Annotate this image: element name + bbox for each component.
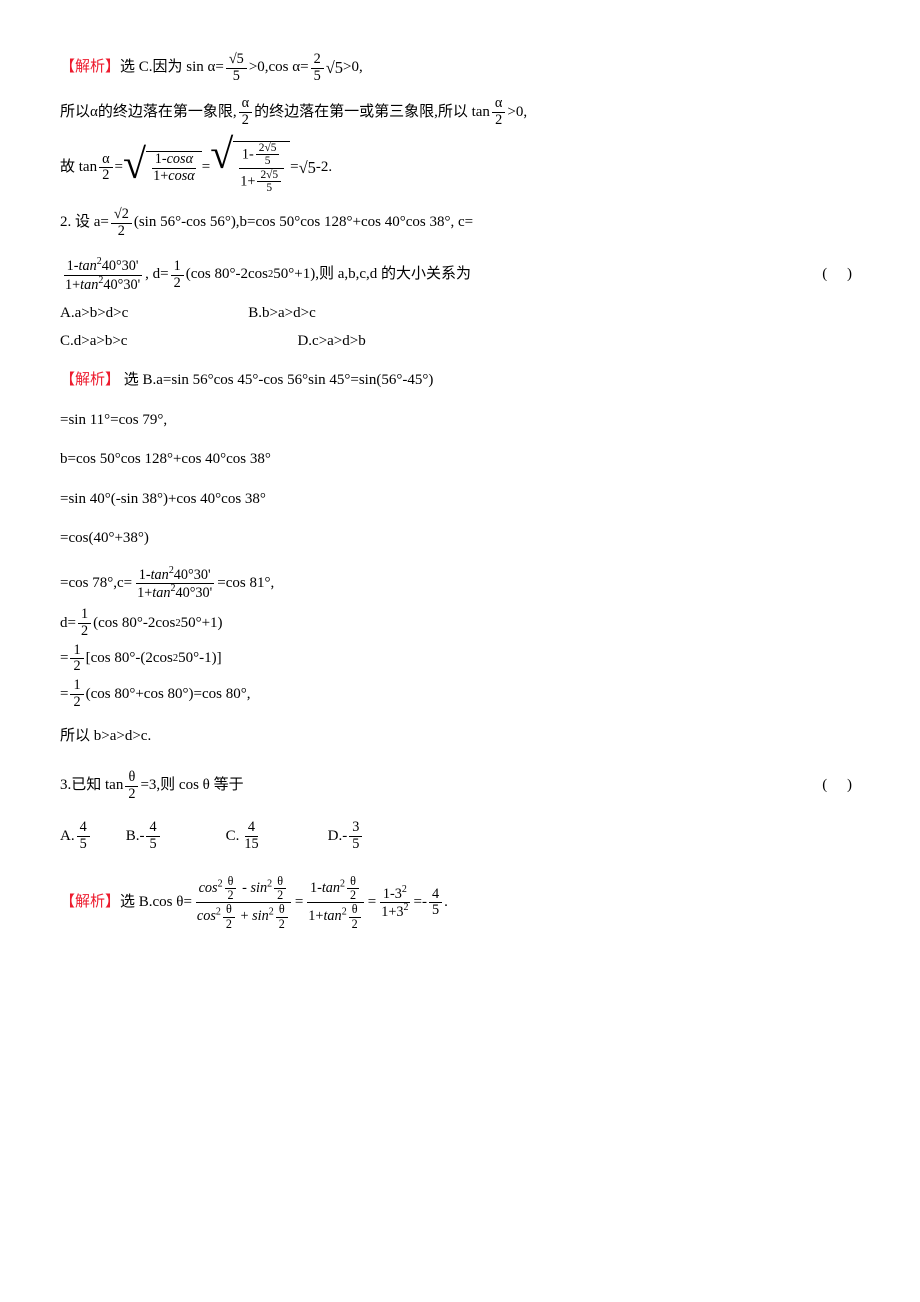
analysis-label: 【解析】 [60, 890, 120, 916]
opt-c: C.d>a>b>c [60, 329, 127, 355]
t: (cos 80°-2cos [186, 262, 268, 288]
sqrt: √ 1-cosα 1+cosα [123, 151, 202, 184]
t: √5 [299, 154, 316, 182]
t: 的终边落在第一或第三象限,所以 tan [254, 100, 490, 126]
t: , d= [145, 262, 168, 288]
den: 2 [115, 224, 128, 240]
den: 2 [492, 113, 505, 129]
frac: α 2 [239, 96, 252, 128]
t: =- [413, 890, 426, 916]
q2-sol6: =cos 78°,c= 1-tan240°30' 1+tan240°30' =c… [60, 566, 860, 602]
radical-icon: √ [123, 151, 146, 180]
radicand: 1-cosα 1+cosα [146, 151, 202, 184]
t: = [295, 890, 303, 916]
q2-sol8: = 12 [cos 80°-(2cos2 50°-1)] [60, 643, 860, 675]
t: =cos 81°, [217, 571, 274, 597]
t: 选 C.因为 sin α= [120, 55, 224, 81]
paren: ( ) [822, 262, 860, 288]
t: √5 [326, 54, 343, 82]
q1-analysis-line2: 所以α的终边落在第一象限, α 2 的终边落在第一或第三象限,所以 tan α … [60, 96, 860, 128]
opt-a: A.a>b>d>c [60, 301, 128, 327]
t: = [368, 890, 376, 916]
q1-analysis-line1: 【解析】 选 C.因为 sin α= √5 5 >0,cos α= 2 5 √5… [60, 52, 860, 84]
t: =3,则 cos θ 等于 [140, 773, 243, 799]
radical-icon: √ [210, 141, 233, 170]
radicand: 1-2√55 1+2√55 [233, 141, 290, 195]
frac: 1-32 1+32 [378, 885, 411, 921]
t: (sin 56°-cos 56°),b=cos 50°cos 128°+cos … [134, 210, 473, 236]
analysis-label: 【解析】 [60, 372, 120, 388]
q2-sol9: = 12 (cos 80°+cos 80°)=cos 80°, [60, 678, 860, 710]
t: [cos 80°-(2cos [86, 646, 173, 672]
num: 2 [311, 52, 324, 69]
frac: √2 2 [111, 207, 132, 239]
t: d= [60, 611, 76, 637]
q2-sol7: d= 12 (cos 80°-2cos2 50°+1) [60, 607, 860, 639]
opt-b: B.b>a>d>c [248, 301, 315, 327]
frac: cos2θ2 - sin2θ2 cos2θ2 + sin2θ2 [194, 875, 293, 931]
q2-sol10: 所以 b>a>d>c. [60, 724, 860, 750]
t: -2. [316, 155, 332, 181]
t: 50°+1) [181, 611, 223, 637]
t: 50°-1)] [178, 646, 221, 672]
num: α [99, 152, 112, 169]
den: 2 [239, 113, 252, 129]
frac: 1-tan2θ2 1+tan2θ2 [305, 875, 365, 931]
t: 50°+1),则 a,b,c,d 的大小关系为 [273, 262, 471, 288]
t: 所以α的终边落在第一象限, [60, 100, 237, 126]
t: =cos 78°,c= [60, 571, 132, 597]
num: √2 [111, 207, 132, 224]
frac: 4 5 [429, 887, 442, 919]
q2-sol3: b=cos 50°cos 128°+cos 40°cos 38° [60, 447, 860, 473]
num: √5 [226, 52, 247, 69]
t: >0, [507, 100, 527, 126]
t: 3.已知 tan [60, 773, 123, 799]
q2-line2: 1-tan240°30' 1+tan240°30' , d= 1 2 (cos … [60, 251, 860, 299]
q3-opts: A.45 B.-45 C.415 D.-35 [60, 814, 860, 858]
den: 5 [230, 69, 243, 85]
q1-analysis-line3: 故 tan α 2 = √ 1-cosα 1+cosα = √ 1-2√55 1… [60, 141, 860, 195]
t: 2. 设 a= [60, 210, 109, 236]
frac: α 2 [99, 152, 112, 184]
den: 2 [99, 168, 112, 184]
t: (cos 80°-2cos [93, 611, 175, 637]
q2-opts-row2: C.d>a>b>c D.c>a>d>b [60, 329, 860, 355]
frac: 1 2 [171, 259, 184, 291]
frac: α 2 [492, 96, 505, 128]
t: (cos 80°+cos 80°)=cos 80°, [86, 682, 251, 708]
t: >0,cos α= [249, 55, 309, 81]
num: α [239, 96, 252, 113]
frac: 1-tan240°30' 1+tan240°30' [62, 257, 143, 293]
frac: 1-tan240°30' 1+tan240°30' [134, 566, 215, 602]
frac: √5 5 [226, 52, 247, 84]
q2-line1: 2. 设 a= √2 2 (sin 56°-cos 56°),b=cos 50°… [60, 207, 860, 239]
q2-sol2: =sin 11°=cos 79°, [60, 408, 860, 434]
q3-question: 3.已知 tan θ2 =3,则 cos θ 等于 ( ) [60, 764, 860, 808]
t: >0, [343, 55, 363, 81]
q2-sol1: 【解析】 选 B.a=sin 56°cos 45°-cos 56°sin 45°… [60, 368, 860, 394]
t: = [60, 646, 68, 672]
opt-d: D.c>a>d>b [297, 329, 365, 355]
q3-sol: 【解析】 选 B.cos θ= cos2θ2 - sin2θ2 cos2θ2 +… [60, 875, 860, 931]
den: 5 [311, 69, 324, 85]
paren: ( ) [822, 773, 860, 799]
t: 故 tan [60, 155, 97, 181]
t: 选 B.a=sin 56°cos 45°-cos 56°sin 45°=sin(… [124, 372, 434, 388]
t: = [60, 682, 68, 708]
t: = [290, 155, 298, 181]
frac: 2 5 [311, 52, 324, 84]
q2-opts-row1: A.a>b>d>c B.b>a>d>c [60, 301, 860, 327]
analysis-label: 【解析】 [60, 55, 120, 81]
t: = [202, 155, 210, 181]
t: 选 B.cos θ= [120, 890, 192, 916]
num: α [492, 96, 505, 113]
q2-sol4: =sin 40°(-sin 38°)+cos 40°cos 38° [60, 487, 860, 513]
q2-sol5: =cos(40°+38°) [60, 526, 860, 552]
t: . [444, 890, 448, 916]
t: = [115, 155, 123, 181]
sqrt: √ 1-2√55 1+2√55 [210, 141, 290, 195]
